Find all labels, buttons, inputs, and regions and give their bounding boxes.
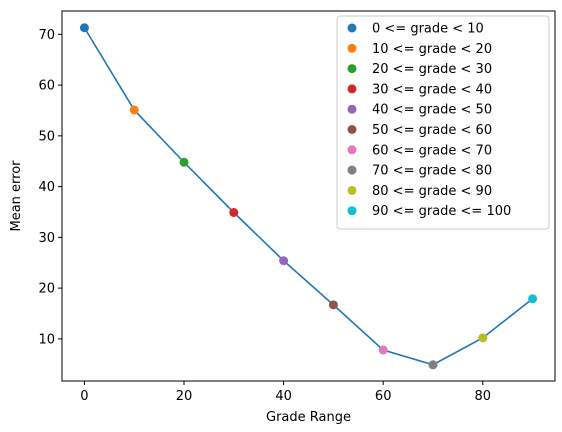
legend-marker: [347, 206, 357, 216]
legend: 0 <= grade < 10 10 <= grade < 20 20 <= gra…: [336, 15, 550, 230]
y-axis: 10 20 30 40 50 60 70: [38, 28, 62, 347]
legend-label: 90 <= grade <= 100: [372, 204, 511, 219]
legend-box: [336, 15, 550, 230]
legend-marker: [347, 64, 357, 74]
y-tick-label: 20: [38, 282, 55, 297]
data-point-6: [378, 345, 388, 355]
plot-area: [79, 23, 538, 370]
data-point-3: [229, 207, 239, 217]
legend-label: 60 <= grade < 70: [372, 143, 492, 158]
legend-label: 30 <= grade < 40: [372, 82, 492, 97]
legend-label: 70 <= grade < 80: [372, 164, 492, 179]
y-tick-label: 50: [38, 129, 55, 144]
x-axis-label: Grade Range: [266, 410, 351, 425]
axes-frame: [61, 10, 556, 382]
data-point-4: [279, 256, 289, 266]
legend-marker: [347, 104, 357, 114]
y-tick-label: 40: [38, 180, 55, 195]
legend-label: 10 <= grade < 20: [372, 42, 492, 57]
y-tick-label: 30: [38, 231, 55, 246]
legend-label: 20 <= grade < 30: [372, 62, 492, 77]
legend-marker: [347, 145, 357, 155]
legend-marker: [347, 84, 357, 94]
data-point-0: [79, 23, 89, 33]
legend-marker: [347, 125, 357, 134]
x-tick-label: 0: [80, 389, 88, 404]
data-point-9: [528, 294, 538, 304]
y-axis-label: Mean error: [9, 160, 24, 232]
x-tick-label: 20: [176, 389, 193, 404]
y-tick-label: 60: [38, 79, 55, 94]
legend-label: 40 <= grade < 50: [372, 103, 492, 118]
legend-marker: [347, 43, 357, 53]
data-point-2: [179, 157, 189, 167]
legend-label: 80 <= grade < 90: [372, 184, 492, 199]
data-point-8: [478, 333, 488, 343]
legend-marker: [347, 23, 357, 33]
legend-label: 50 <= grade < 60: [372, 123, 492, 138]
legend-marker: [347, 185, 357, 195]
data-point-1: [129, 105, 139, 115]
x-tick-label: 60: [375, 389, 392, 404]
data-point-5: [328, 300, 338, 310]
y-tick-label: 10: [38, 332, 55, 347]
mean-error-line: [83, 27, 534, 366]
legend-label: 0 <= grade < 10: [372, 22, 484, 37]
x-tick-label: 40: [275, 389, 292, 404]
data-point-7: [428, 360, 438, 370]
legend-marker: [347, 165, 357, 175]
x-axis: 0 20 40 60 80: [80, 381, 491, 404]
x-tick-label: 80: [475, 389, 492, 404]
y-tick-label: 70: [38, 28, 55, 43]
